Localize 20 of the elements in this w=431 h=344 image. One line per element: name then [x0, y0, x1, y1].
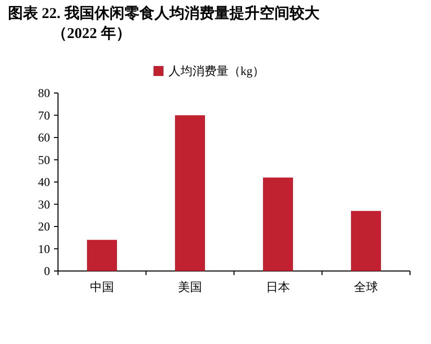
bar — [263, 178, 293, 271]
y-tick-label: 30 — [38, 197, 50, 212]
plot: 0 10 20 30 40 50 60 70 80 中国 美国 日本 全球 — [38, 86, 410, 294]
y-tick-label: 50 — [38, 152, 50, 167]
bar — [351, 210, 381, 271]
x-tick-label: 日本 — [266, 280, 290, 294]
bar — [87, 240, 117, 271]
y-tick-label: 20 — [38, 220, 50, 234]
chart-title: 图表 22. 我国休闲零食人均消费量提升空间较大（2022 年） — [8, 4, 320, 42]
y-tick-label: 10 — [38, 242, 50, 256]
y-tick-label: 60 — [38, 130, 50, 144]
x-tick-label: 中国 — [90, 280, 114, 294]
y-tick-label: 80 — [38, 86, 50, 100]
bar — [175, 115, 205, 271]
y-tick-label: 40 — [38, 175, 50, 189]
legend: 人均消费量（kg） — [154, 64, 264, 78]
y-tick-label: 0 — [44, 264, 50, 278]
x-tick-label: 全球 — [354, 280, 378, 294]
x-tick-label: 美国 — [178, 280, 202, 294]
y-tick-label: 70 — [38, 108, 50, 122]
